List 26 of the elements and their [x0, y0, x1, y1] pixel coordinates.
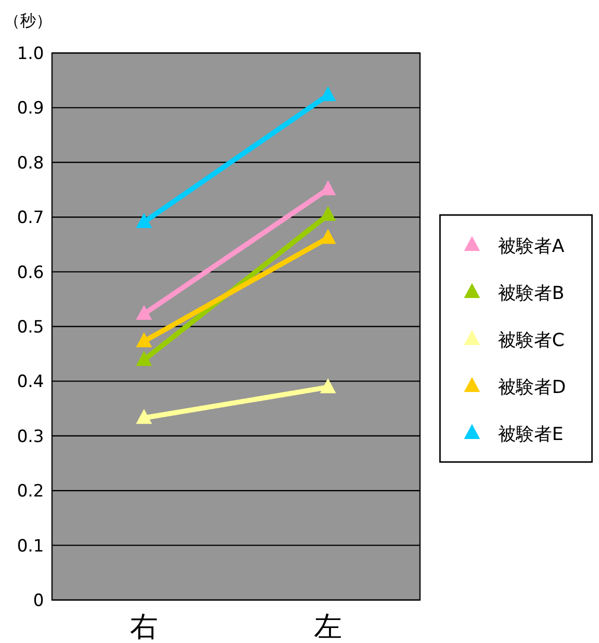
y-tick-label: 0.1	[16, 536, 44, 556]
point	[136, 332, 152, 348]
point	[320, 378, 336, 394]
point	[136, 350, 152, 366]
point	[136, 408, 152, 424]
legend-label: 被験者C	[498, 330, 565, 351]
y-axis-title: （秒）	[4, 11, 52, 30]
y-tick-label: 0.8	[16, 153, 44, 174]
y-tick-label: 0.5	[16, 318, 44, 338]
legend-label: 被験者B	[498, 283, 564, 304]
legend-label: 被験者E	[498, 424, 564, 445]
x-tick-label: 右	[130, 610, 158, 643]
point	[136, 213, 152, 228]
y-tick-label: 0.7	[16, 208, 44, 228]
x-tick-label: 左	[314, 610, 342, 643]
point	[320, 206, 336, 221]
y-tick-label: 0.2	[16, 482, 44, 502]
y-tick-label: 0.3	[16, 426, 44, 447]
y-tick-label: 0	[33, 591, 44, 611]
point	[136, 304, 152, 320]
y-tick-label: 1.0	[16, 44, 44, 64]
legend-label: 被験者A	[498, 236, 565, 257]
y-tick-label: 0.4	[16, 372, 44, 392]
legend-label: 被験者D	[498, 377, 566, 398]
y-tick-label: 0.6	[16, 262, 44, 283]
y-tick-label: 0.9	[16, 98, 44, 119]
